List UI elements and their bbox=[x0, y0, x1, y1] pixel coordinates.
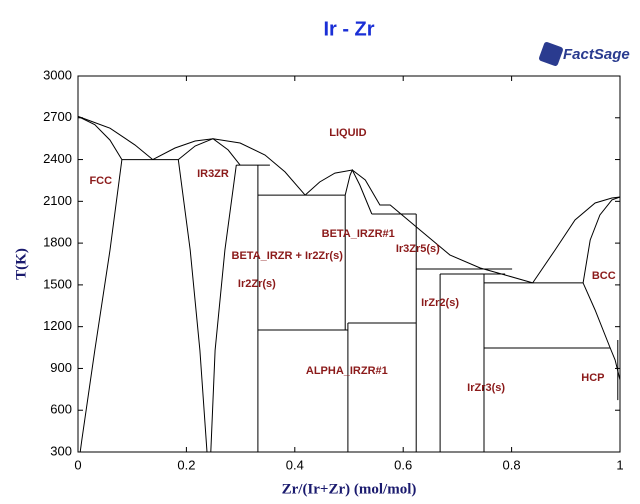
phase-label: Ir2Zr(s) bbox=[238, 278, 276, 290]
y-tick-label: 900 bbox=[50, 360, 72, 375]
phase-boundary bbox=[177, 159, 208, 453]
phase-boundary bbox=[532, 196, 621, 284]
y-tick-label: 1200 bbox=[43, 318, 72, 333]
y-tick-label: 300 bbox=[50, 443, 72, 458]
phase-boundary bbox=[152, 138, 306, 196]
phase-label: IrZr3(s) bbox=[467, 382, 505, 394]
plot-frame bbox=[77, 75, 621, 453]
y-tick-label: 1500 bbox=[43, 276, 72, 291]
chart-title: Ir - Zr bbox=[323, 18, 374, 40]
phase-label: HCP bbox=[581, 372, 604, 384]
y-tick-label: 2700 bbox=[43, 109, 72, 124]
phase-label: FCC bbox=[89, 175, 112, 187]
y-tick-label: 2400 bbox=[43, 151, 72, 166]
x-axis-label: Zr/(Ir+Zr) (mol/mol) bbox=[282, 481, 417, 497]
phase-boundary bbox=[79, 159, 123, 453]
x-tick-label: 0.6 bbox=[394, 457, 412, 472]
phase-label: BETA_IRZR#1 bbox=[322, 228, 395, 240]
phase-boundary bbox=[344, 168, 373, 215]
phase-boundary bbox=[304, 169, 533, 284]
logo: FactSage bbox=[563, 46, 630, 63]
phase-boundary bbox=[177, 138, 241, 166]
x-tick-label: 0.2 bbox=[177, 457, 195, 472]
x-tick-label: 0.8 bbox=[503, 457, 521, 472]
logo-icon bbox=[539, 42, 563, 66]
x-tick-label: 0 bbox=[74, 457, 81, 472]
y-tick-label: 1800 bbox=[43, 235, 72, 250]
phase-label: IR3ZR bbox=[197, 168, 229, 180]
phase-label: LIQUID bbox=[329, 127, 366, 139]
phase-label: Ir3Zr5(s) bbox=[396, 243, 440, 255]
phase-label: BCC bbox=[592, 270, 616, 282]
y-axis-label: T(K) bbox=[13, 248, 29, 280]
phase-label: ALPHA_IRZR#1 bbox=[306, 365, 388, 377]
phase-boundary bbox=[77, 115, 123, 160]
phase-boundary bbox=[582, 196, 621, 283]
y-tick-label: 2100 bbox=[43, 193, 72, 208]
phase-label: IrZr2(s) bbox=[421, 297, 459, 309]
phase-boundary bbox=[210, 165, 237, 453]
phase-boundary bbox=[77, 115, 154, 160]
y-tick-label: 3000 bbox=[43, 67, 72, 82]
y-tick-label: 600 bbox=[50, 402, 72, 417]
phase-label: BETA_IRZR + Ir2Zr(s) bbox=[232, 250, 344, 262]
x-tick-label: 1 bbox=[616, 457, 623, 472]
x-tick-label: 0.4 bbox=[286, 457, 304, 472]
phase-boundary bbox=[582, 282, 621, 381]
